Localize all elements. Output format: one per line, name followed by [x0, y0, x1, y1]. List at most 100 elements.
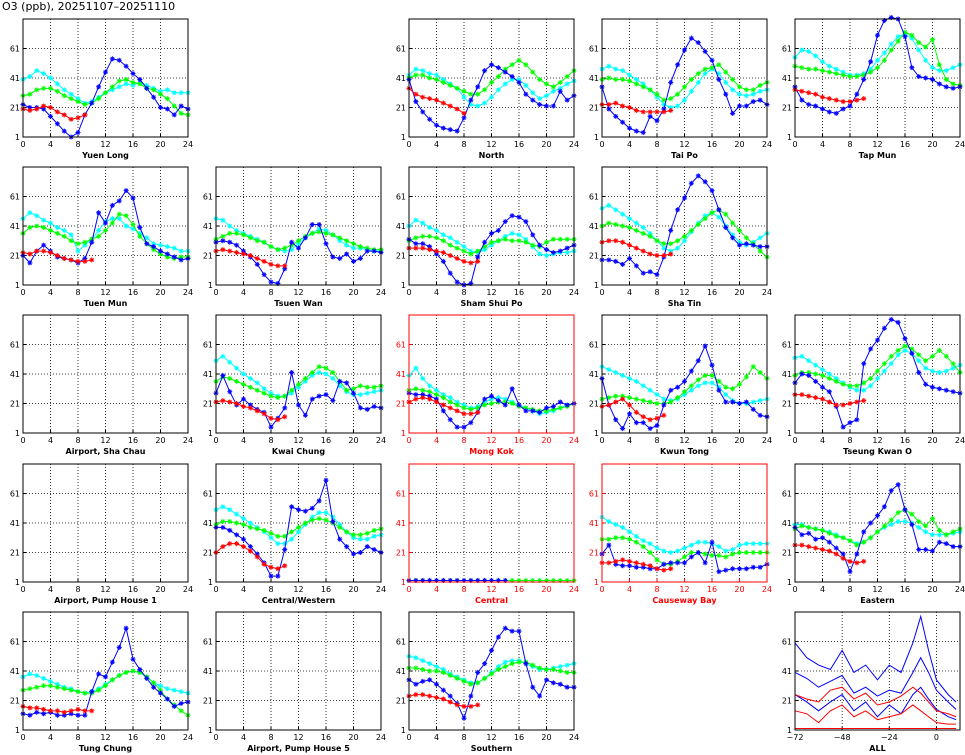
data-point: [668, 560, 674, 566]
data-point: [323, 517, 329, 523]
x-tick-label: 16: [514, 733, 524, 742]
data-point: [82, 712, 88, 718]
data-point: [750, 242, 756, 248]
data-point: [178, 248, 184, 254]
data-point: [895, 510, 901, 516]
data-point: [806, 372, 812, 378]
data-point: [171, 90, 177, 96]
data-point: [537, 251, 543, 257]
y-tick-label: 21: [396, 697, 406, 706]
data-point: [950, 389, 956, 395]
data-point: [537, 693, 543, 699]
x-tick-label: 16: [321, 436, 331, 445]
x-tick-label: 0: [20, 585, 25, 594]
data-point: [936, 370, 942, 376]
data-point: [613, 535, 619, 541]
data-point: [930, 368, 935, 374]
data-point: [440, 402, 446, 408]
data-point: [420, 692, 426, 698]
series-line-blue-middle: [794, 656, 957, 710]
data-point: [475, 409, 481, 415]
panel-frame: [601, 314, 768, 434]
data-point: [234, 230, 240, 236]
data-point: [757, 564, 763, 570]
panel-frame: [794, 611, 961, 731]
data-point: [640, 398, 646, 404]
data-point: [241, 371, 246, 377]
data-point: [544, 93, 549, 99]
data-point: [881, 57, 887, 63]
data-point: [357, 255, 363, 261]
x-tick-label: 24: [762, 288, 772, 297]
data-point: [75, 241, 81, 247]
data-point: [420, 233, 426, 239]
data-point: [627, 563, 632, 569]
data-point: [41, 217, 47, 223]
data-point: [902, 347, 908, 353]
data-point: [550, 84, 556, 90]
y-tick-label: 41: [396, 370, 406, 379]
x-tick-label: 8: [654, 288, 659, 297]
data-point: [799, 532, 805, 538]
data-point: [654, 238, 660, 244]
data-point: [557, 248, 563, 254]
data-point: [440, 696, 446, 702]
data-point: [82, 102, 88, 108]
x-tick-label: 24: [376, 733, 386, 742]
data-point: [434, 122, 439, 128]
data-point: [640, 544, 646, 550]
data-point: [806, 66, 812, 72]
data-point: [475, 248, 481, 254]
data-point: [482, 68, 488, 74]
x-tick-label: 20: [155, 585, 165, 594]
data-point: [27, 251, 33, 257]
data-point: [454, 85, 460, 91]
data-point: [647, 417, 653, 423]
series-line-day1: [22, 70, 188, 104]
y-tick-label: 21: [589, 252, 599, 261]
data-point: [261, 527, 267, 533]
y-tick-label: 61: [782, 341, 792, 350]
x-tick-label: 8: [847, 585, 852, 594]
data-point: [557, 664, 563, 670]
data-point: [868, 375, 874, 381]
data-point: [620, 261, 626, 267]
data-point: [371, 248, 377, 254]
data-point: [89, 239, 95, 245]
data-point: [41, 242, 47, 248]
data-point: [737, 103, 742, 109]
data-point: [826, 548, 832, 554]
data-point: [440, 100, 446, 106]
data-point: [682, 389, 687, 395]
data-point: [613, 417, 619, 423]
data-point: [109, 677, 115, 683]
data-point: [247, 520, 253, 526]
data-point: [550, 667, 556, 673]
data-point: [820, 367, 825, 373]
x-tick-label: 16: [707, 585, 717, 594]
data-point: [661, 241, 667, 247]
data-point: [316, 516, 322, 522]
data-point: [813, 66, 819, 72]
data-point: [268, 415, 274, 421]
panel-frame: [408, 611, 575, 731]
data-point: [757, 412, 763, 418]
data-point: [282, 533, 288, 539]
x-tick-label: 0: [213, 733, 218, 742]
data-point: [702, 48, 708, 54]
data-point: [557, 79, 563, 85]
data-point: [627, 402, 632, 408]
y-tick-label: 41: [203, 667, 213, 676]
y-tick-label: 21: [589, 549, 599, 558]
panel-southern: 0 4 8 12 16 20 24 1 21 41 61 Southern: [396, 611, 579, 753]
panel-sham-shui-po: 0 4 8 12 16 20 24 1 21 41 61 Sham Shui Po: [396, 166, 579, 308]
data-point: [413, 665, 419, 671]
data-point: [34, 213, 40, 219]
data-point: [27, 74, 33, 80]
data-point: [606, 202, 612, 208]
data-point: [640, 270, 646, 276]
data-point: [282, 245, 288, 251]
x-tick-label: 16: [321, 585, 331, 594]
data-point: [427, 661, 433, 667]
data-point: [799, 523, 805, 529]
